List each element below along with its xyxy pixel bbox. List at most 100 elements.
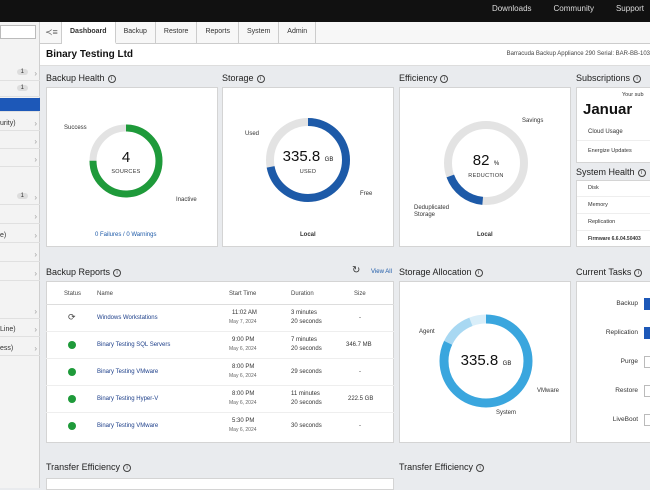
sidebar-item[interactable]: urity) ›: [0, 117, 40, 131]
chevron-right-icon: ›: [34, 269, 37, 278]
sidebar-search-input[interactable]: [0, 25, 36, 39]
info-icon[interactable]: i: [123, 464, 132, 472]
info-icon[interactable]: i: [113, 269, 122, 277]
table-header: Status Name Start Time Duration Size: [46, 283, 394, 305]
sidebar: 1 › 1 urity) › › › 1 › › e) › › › › Line) › e…: [0, 22, 40, 488]
count-badge: 1: [16, 85, 28, 91]
sidebar-item[interactable]: ›: [0, 305, 40, 319]
tab-admin[interactable]: Admin: [279, 22, 317, 44]
tab-system[interactable]: System: [239, 22, 280, 44]
chevron-right-icon: ›: [34, 137, 37, 146]
task-status-chip: [644, 414, 650, 426]
sidebar-item[interactable]: 1 ›: [0, 191, 40, 205]
used-arc: [266, 118, 350, 202]
storage-center: 335.8 GB USED: [282, 148, 334, 175]
sidebar-item[interactable]: 1 ›: [0, 67, 40, 81]
tab-dashboard[interactable]: Dashboard: [62, 22, 116, 44]
task-restore[interactable]: Restore: [577, 378, 650, 406]
top-bar: Downloads Community Support: [0, 0, 650, 22]
backup-reports-title: Backup Reports i: [46, 267, 122, 277]
chevron-right-icon: ›: [34, 307, 37, 316]
failures-warnings-link[interactable]: 0 Failures / 0 Warnings: [95, 232, 157, 238]
storage-allocation-center: 335.8 GB: [460, 352, 512, 369]
system-health-disk: Disk: [577, 181, 650, 197]
sidebar-item[interactable]: ›: [0, 267, 40, 281]
refresh-icon[interactable]: ↻: [352, 265, 361, 276]
efficiency-panel: 82 % REDUCTION Savings Deduplicated Stor…: [399, 87, 571, 247]
collapse-sidebar-icon[interactable]: ≺≡: [40, 22, 62, 44]
task-replication[interactable]: Replication: [577, 320, 650, 348]
tab-restore[interactable]: Restore: [156, 22, 198, 44]
success-arc: [89, 124, 163, 198]
count-badge: 1: [16, 69, 28, 75]
tab-reports[interactable]: Reports: [197, 22, 239, 44]
table-row[interactable]: ⟳ Windows Workstations 11:02 AM May 7, 2…: [46, 305, 394, 332]
info-icon[interactable]: i: [474, 269, 483, 277]
main-tabs: ≺≡ Dashboard Backup Restore Reports Syst…: [40, 22, 650, 44]
backup-health-donut: [89, 124, 163, 198]
sidebar-item[interactable]: e) ›: [0, 229, 40, 243]
device-info: Barracuda Backup Appliance 290 Serial: B…: [506, 51, 650, 57]
task-status-chip: [644, 385, 650, 397]
agent-arc: [439, 314, 533, 408]
sidebar-item[interactable]: ess) ›: [0, 342, 40, 356]
support-link[interactable]: Support: [615, 4, 644, 13]
subscriptions-panel: Your sub Januar Cloud Usage Energize Upd…: [576, 87, 650, 163]
backup-health-title: Backup Health i: [46, 73, 116, 83]
success-check-icon: [68, 395, 76, 403]
storage-allocation-title: Storage Allocation i: [399, 267, 483, 277]
chevron-right-icon: ›: [34, 193, 37, 202]
sidebar-item-active[interactable]: [0, 98, 40, 112]
chevron-right-icon: ›: [34, 69, 37, 78]
info-icon[interactable]: i: [637, 169, 646, 177]
efficiency-title: Efficiency i: [399, 73, 449, 83]
system-health-firmware: Firmware 6.6.04.50403: [588, 236, 641, 242]
chevron-right-icon: ›: [34, 212, 37, 221]
table-row[interactable]: Binary Testing Hyper-V 8:00 PM May 6, 20…: [46, 386, 394, 413]
efficiency-donut: [444, 121, 528, 205]
backup-health-center: 4 SOURCES: [111, 149, 141, 175]
info-icon[interactable]: i: [256, 75, 265, 83]
transfer-efficiency-panel: [46, 478, 394, 490]
subscription-energize-updates: Energize Updates: [588, 148, 632, 154]
info-icon[interactable]: i: [633, 75, 642, 83]
task-backup[interactable]: Backup: [577, 291, 650, 319]
efficiency-center: 82 % REDUCTION: [468, 152, 504, 179]
chevron-right-icon: ›: [34, 344, 37, 353]
sidebar-item[interactable]: ›: [0, 248, 40, 262]
downloads-link[interactable]: Downloads: [491, 4, 532, 13]
info-icon[interactable]: i: [107, 75, 116, 83]
tab-backup[interactable]: Backup: [116, 22, 156, 44]
task-liveboot[interactable]: LiveBoot: [577, 407, 650, 435]
sidebar-item[interactable]: ›: [0, 135, 40, 149]
info-icon[interactable]: i: [634, 269, 643, 277]
info-icon[interactable]: i: [476, 464, 485, 472]
page-title: Binary Testing Ltd: [46, 49, 134, 60]
chevron-right-icon: ›: [34, 231, 37, 240]
chevron-right-icon: ›: [34, 155, 37, 164]
task-status-chip: [644, 298, 650, 310]
page-header: Binary Testing Ltd Barracuda Backup Appl…: [40, 44, 650, 66]
chevron-right-icon: ›: [34, 325, 37, 334]
backup-health-panel: 4 SOURCES Success Inactive 0 Failures / …: [46, 87, 218, 247]
table-row[interactable]: Binary Testing VMware 5:30 PM May 6, 202…: [46, 413, 394, 440]
count-badge: 1: [16, 193, 28, 199]
storage-allocation-donut: [439, 314, 533, 408]
view-all-link[interactable]: View All: [371, 269, 392, 275]
sidebar-item[interactable]: ›: [0, 210, 40, 224]
success-check-icon: [68, 341, 76, 349]
sidebar-item[interactable]: 1: [0, 83, 40, 97]
success-check-icon: [68, 422, 76, 430]
sidebar-item[interactable]: ›: [0, 153, 40, 167]
deduplicated-arc: [444, 121, 528, 205]
info-icon[interactable]: i: [440, 75, 449, 83]
table-row[interactable]: Binary Testing VMware 8:00 PM May 6, 202…: [46, 359, 394, 386]
table-row[interactable]: Binary Testing SQL Servers 9:00 PM May 6…: [46, 332, 394, 359]
sidebar-item[interactable]: Line) ›: [0, 323, 40, 337]
chevron-right-icon: ›: [34, 119, 37, 128]
system-health-replication: Replication: [577, 215, 650, 231]
community-link[interactable]: Community: [553, 4, 594, 13]
current-tasks-title: Current Tasks i: [576, 267, 643, 277]
task-purge[interactable]: Purge: [577, 349, 650, 377]
system-health-panel: Disk Memory Replication Firmware 6.6.04.…: [576, 180, 650, 247]
